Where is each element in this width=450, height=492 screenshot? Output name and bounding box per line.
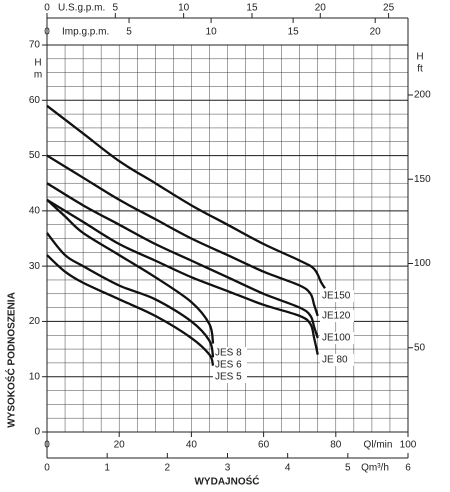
curve (46, 198, 319, 355)
x-unit-label: Ql/min (364, 440, 393, 451)
top-tick-label: 10 (206, 27, 218, 38)
top-tick-label: 5 (126, 27, 132, 38)
label-box (213, 347, 247, 359)
top-tick-label: 0 (44, 27, 50, 38)
label-box (213, 371, 247, 383)
label-box (320, 354, 354, 366)
top-tick-label: 15 (246, 3, 258, 14)
y2-tick-label: 200 (414, 90, 431, 101)
y2-tick-label: 100 (414, 258, 431, 269)
top-tick-label: 20 (370, 27, 382, 38)
top-tick-label: 10 (178, 3, 190, 14)
series-label: JE100 (322, 333, 351, 344)
y-tick-label: 60 (29, 95, 41, 106)
x-tick-label: 0 (44, 440, 50, 451)
y-tick-label: 70 (29, 40, 41, 51)
label-box (213, 359, 247, 371)
x-tick-label: 80 (330, 440, 342, 451)
x-tick-label: 100 (400, 440, 417, 451)
top-tick-label: 25 (383, 3, 395, 14)
label-box (320, 332, 354, 344)
curve (46, 232, 215, 358)
y-tick-label: 10 (29, 371, 41, 382)
x-tick-label: 20 (114, 440, 126, 451)
y-tick-label: 50 (29, 150, 41, 161)
series-label: JE 80 (322, 355, 348, 366)
x2-tick-label: 4 (285, 463, 291, 474)
series-label: JES 8 (215, 348, 242, 359)
y2-tick-label: 50 (414, 342, 426, 353)
y-tick-label: 20 (29, 316, 41, 327)
y-tick-label: 40 (29, 205, 41, 216)
x2-unit-label: Qm³/h (361, 463, 389, 474)
label-box (320, 290, 354, 302)
y-tick-label: 30 (29, 261, 41, 272)
curve (46, 154, 319, 317)
x2-tick-label: 3 (225, 463, 231, 474)
x2-tick-label: 2 (165, 463, 171, 474)
y-unit: m (34, 70, 42, 81)
series-label: JE120 (322, 311, 351, 322)
y2-unit: ft (417, 64, 423, 75)
top-tick-label: 5 (113, 3, 119, 14)
curve (46, 198, 215, 344)
x2-tick-label: 6 (405, 463, 411, 474)
y2-symbol: H (416, 52, 423, 63)
y2-tick-label: 150 (414, 174, 431, 185)
curve (46, 254, 215, 367)
top-axis-label: Imp.g.p.m. (62, 27, 109, 38)
series-label: JES 5 (215, 372, 242, 383)
label-box (320, 310, 354, 322)
x2-tick-label: 0 (44, 463, 50, 474)
curve (46, 182, 319, 339)
y-symbol: H (34, 58, 41, 69)
x2-tick-label: 5 (345, 463, 351, 474)
top-tick-label: 20 (315, 3, 327, 14)
x2-tick-label: 1 (104, 463, 110, 474)
y-axis-title: WYSOKOŚĆ PODNOSZENIA (5, 292, 18, 428)
curve (46, 104, 326, 289)
x-tick-label: 60 (258, 440, 270, 451)
series-label: JES 6 (215, 360, 242, 371)
top-axis-label: U.S.g.p.m. (58, 3, 105, 14)
series-label: JE150 (322, 291, 351, 302)
y-tick-label: 0 (34, 427, 40, 438)
top-tick-label: 0 (44, 3, 50, 14)
x-tick-label: 40 (186, 440, 198, 451)
x-axis-title: WYDAJNOŚĆ (194, 475, 259, 488)
top-tick-label: 15 (288, 27, 300, 38)
